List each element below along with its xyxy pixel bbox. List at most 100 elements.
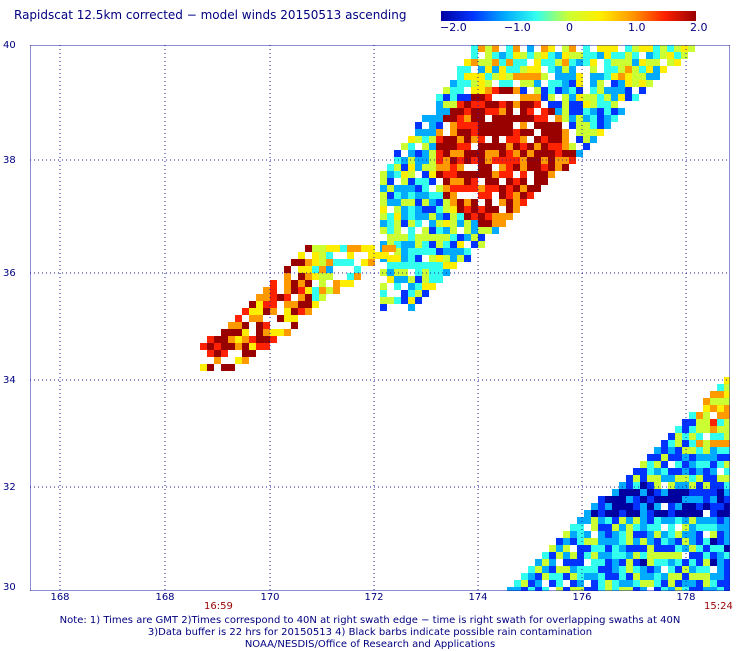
swath-cell bbox=[284, 266, 291, 273]
swath-cell bbox=[590, 101, 597, 108]
swath-cell bbox=[548, 164, 555, 171]
swath-cell bbox=[570, 538, 577, 545]
swath-cell bbox=[415, 199, 422, 206]
swath-cell bbox=[361, 259, 368, 266]
swath-cell bbox=[429, 220, 436, 227]
swath-cell bbox=[478, 59, 485, 66]
swath-cell bbox=[471, 59, 478, 66]
swath-cell bbox=[499, 73, 506, 80]
swath-cell bbox=[639, 66, 646, 73]
swath-cell bbox=[520, 101, 527, 108]
swath-cell bbox=[485, 122, 492, 129]
swath-cell bbox=[647, 503, 654, 510]
swath-cell bbox=[443, 227, 450, 234]
swath-cell bbox=[689, 573, 696, 580]
swath-cell bbox=[563, 545, 570, 552]
colorbar-tick-neg1: −1.0 bbox=[504, 21, 531, 34]
swath-cell bbox=[696, 552, 703, 559]
swath-cell bbox=[605, 566, 612, 573]
swath-cell bbox=[436, 248, 443, 255]
swath-cell bbox=[619, 482, 626, 489]
swath-cell bbox=[639, 45, 646, 52]
swath-cell bbox=[661, 531, 668, 538]
swath-cell bbox=[717, 447, 724, 454]
swath-cell bbox=[633, 559, 640, 566]
swath-cell bbox=[408, 241, 415, 248]
swath-cell bbox=[541, 94, 548, 101]
swath-cell bbox=[485, 199, 492, 206]
swath-cell bbox=[401, 178, 408, 185]
swath-cell bbox=[506, 87, 513, 94]
swath-cell bbox=[682, 580, 689, 587]
swath-cell bbox=[471, 185, 478, 192]
swath-cell bbox=[576, 59, 583, 66]
swath-cell bbox=[647, 496, 654, 503]
swath-cell bbox=[668, 433, 675, 440]
swath-cell bbox=[520, 136, 527, 143]
swath-cell bbox=[696, 475, 703, 482]
swath-cell bbox=[333, 287, 340, 294]
swath-cell bbox=[717, 461, 724, 468]
swath-cell bbox=[401, 290, 408, 297]
swath-cell bbox=[513, 66, 520, 73]
swath-cell bbox=[521, 573, 528, 580]
swath-cell bbox=[485, 178, 492, 185]
swath-cell bbox=[548, 59, 555, 66]
swath-cell bbox=[485, 213, 492, 220]
lat-lon-grid bbox=[30, 45, 730, 591]
swath-cell bbox=[569, 59, 576, 66]
swath-cell bbox=[604, 59, 611, 66]
swath-cell bbox=[326, 252, 333, 259]
swath-cell bbox=[464, 248, 471, 255]
swath-cell bbox=[235, 322, 242, 329]
swath-cell bbox=[569, 150, 576, 157]
swath-cell bbox=[710, 447, 717, 454]
swath-cell bbox=[689, 566, 696, 573]
swath-cell bbox=[340, 245, 347, 252]
swath-cell bbox=[541, 178, 548, 185]
swath-cell bbox=[256, 322, 263, 329]
swath-cell bbox=[647, 461, 654, 468]
swath-cell bbox=[675, 531, 682, 538]
swath-cell bbox=[703, 447, 710, 454]
swath-cell bbox=[429, 115, 436, 122]
swath-cell bbox=[256, 301, 263, 308]
swath-cell bbox=[612, 524, 619, 531]
swath-cell bbox=[298, 308, 305, 315]
swath-cell bbox=[506, 178, 513, 185]
swath-cell bbox=[591, 510, 598, 517]
swath-cell bbox=[612, 545, 619, 552]
swath-cell bbox=[563, 552, 570, 559]
swath-cell bbox=[597, 122, 604, 129]
swath-cell bbox=[696, 545, 703, 552]
swath-cell bbox=[654, 510, 661, 517]
swath-cell bbox=[401, 143, 408, 150]
swath-cell bbox=[661, 538, 668, 545]
swath-cell bbox=[492, 66, 499, 73]
swath-cell bbox=[485, 94, 492, 101]
lon-label-1: 168 bbox=[50, 592, 70, 603]
swath-cell bbox=[436, 227, 443, 234]
lon-label-3: 170 bbox=[260, 592, 280, 603]
swath-cell bbox=[457, 122, 464, 129]
swath-cell bbox=[611, 73, 618, 80]
swath-cell bbox=[661, 580, 668, 587]
swath-cell bbox=[415, 213, 422, 220]
swath-cell bbox=[598, 545, 605, 552]
swath-cell bbox=[576, 87, 583, 94]
swath-cell bbox=[626, 587, 633, 591]
swath-cell bbox=[380, 185, 387, 192]
swath-cell bbox=[499, 199, 506, 206]
swath-cell bbox=[668, 468, 675, 475]
map-title: Rapidscat 12.5km corrected − model winds… bbox=[14, 8, 407, 22]
swath-cell bbox=[443, 94, 450, 101]
swath-cell bbox=[228, 322, 235, 329]
swath-cell bbox=[591, 566, 598, 573]
swath-cell bbox=[675, 538, 682, 545]
swath-cell bbox=[263, 343, 270, 350]
swath-cell bbox=[450, 150, 457, 157]
swath-cell bbox=[675, 482, 682, 489]
swath-cell bbox=[682, 531, 689, 538]
swath-cell bbox=[541, 129, 548, 136]
swath-cell bbox=[619, 503, 626, 510]
